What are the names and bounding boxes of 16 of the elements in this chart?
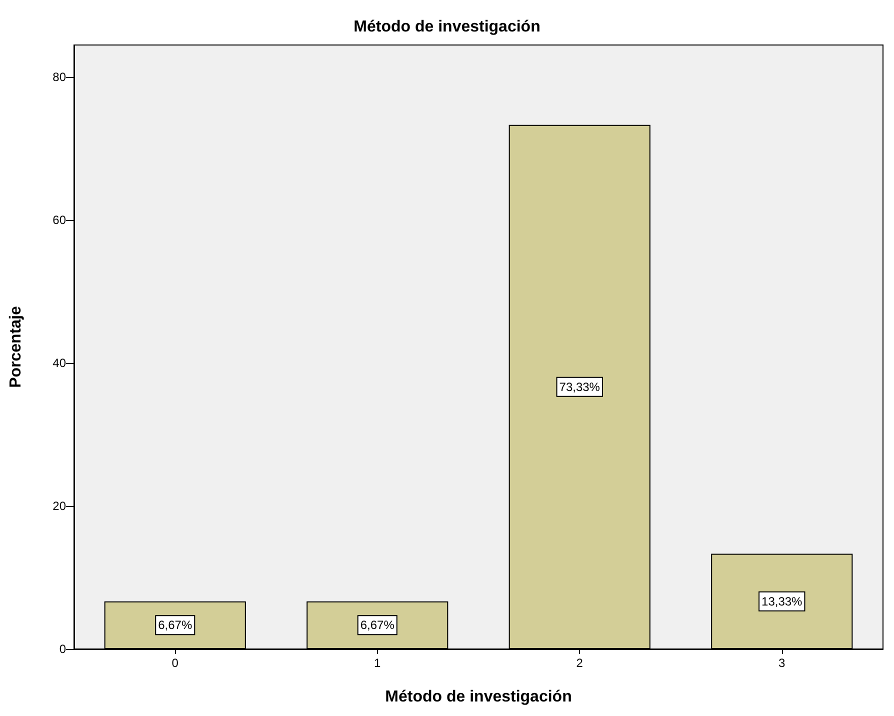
- data-label: 73,33%: [559, 380, 600, 394]
- y-axis-title: Porcentaje: [8, 306, 24, 388]
- x-tick-label: 0: [172, 656, 179, 670]
- y-tick-label: 0: [59, 642, 66, 656]
- x-tick-label: 2: [576, 656, 584, 670]
- y-tick-label: 80: [52, 70, 66, 84]
- y-tick-label: 40: [52, 356, 66, 370]
- x-axis-title: Método de investigación: [385, 688, 572, 706]
- y-tick-label: 20: [52, 499, 66, 514]
- y-tick-label: 60: [52, 213, 66, 228]
- chart-title: Método de investigación: [354, 18, 540, 36]
- data-label: 6,67%: [360, 618, 395, 632]
- data-label: 13,33%: [762, 594, 803, 608]
- x-tick-label: 1: [374, 656, 382, 670]
- data-label: 6,67%: [158, 618, 192, 632]
- x-tick-label: 3: [778, 656, 786, 670]
